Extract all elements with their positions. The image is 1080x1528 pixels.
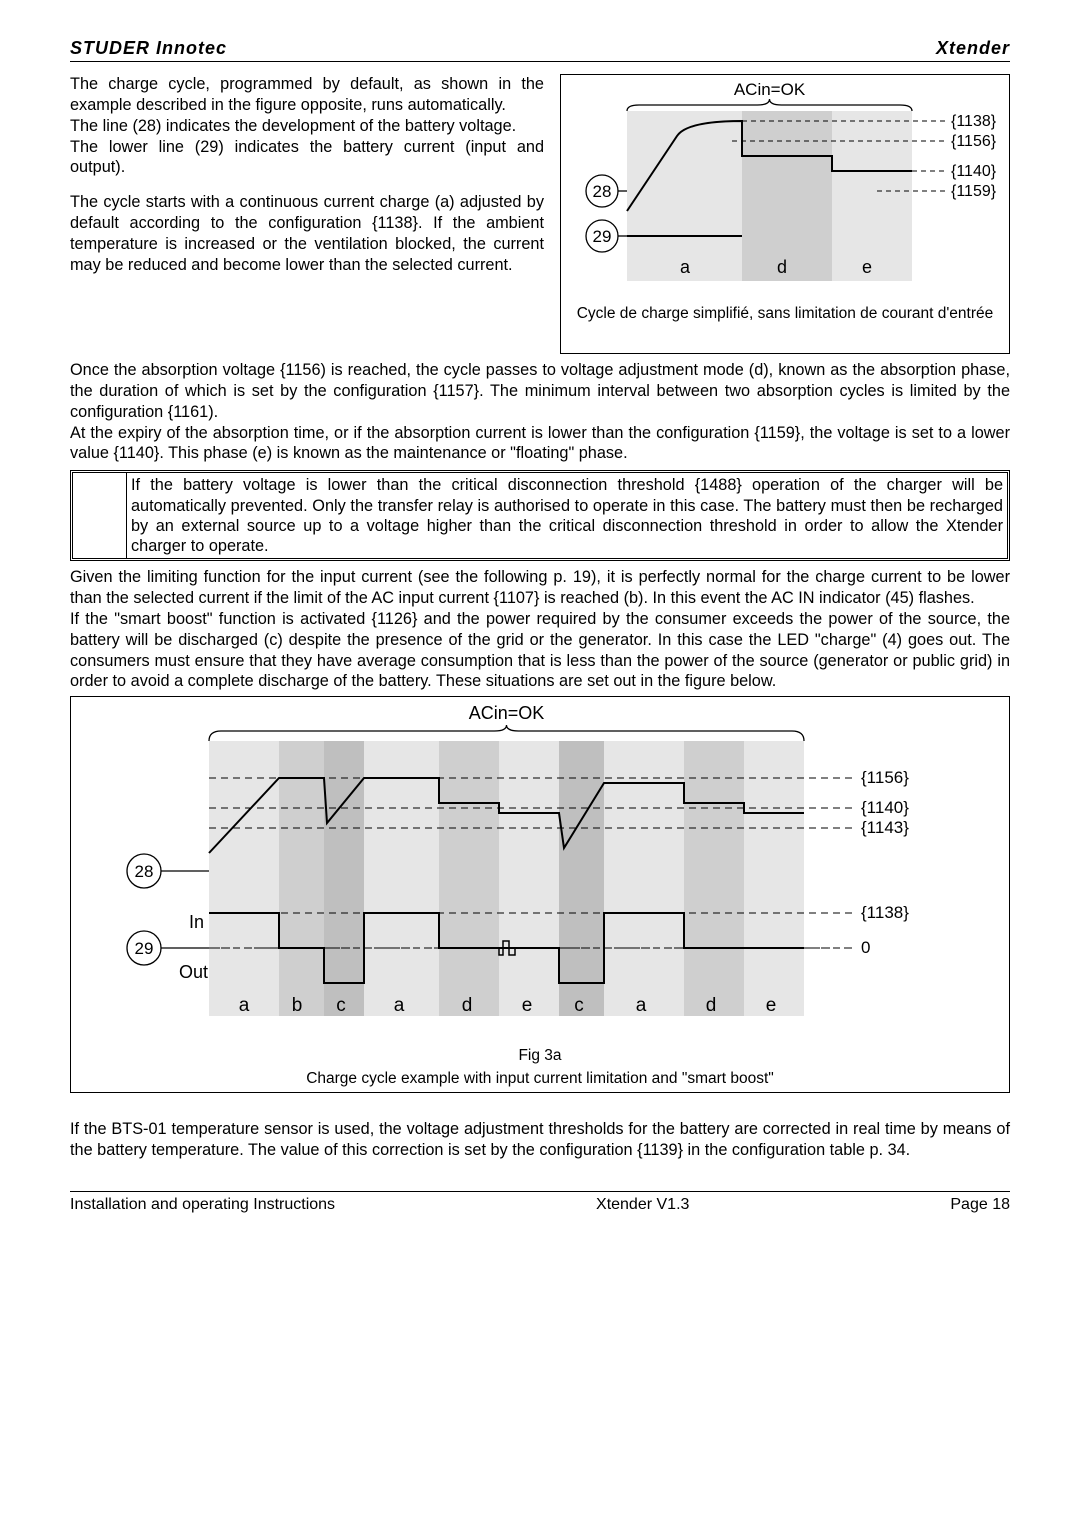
- svg-text:ACin=OK: ACin=OK: [469, 703, 545, 723]
- footer-mid: Xtender V1.3: [596, 1196, 689, 1214]
- svg-text:29: 29: [593, 227, 612, 246]
- page-footer: Installation and operating Instructions …: [70, 1191, 1010, 1214]
- footer-left: Installation and operating Instructions: [70, 1196, 335, 1214]
- figure-1: ACin=OK {1138} {1156} {1140} {1159} 28 29 a d…: [560, 74, 1010, 354]
- svg-text:{1156}: {1156}: [861, 768, 909, 787]
- svg-text:d: d: [462, 995, 473, 1016]
- svg-text:{1140}: {1140}: [861, 798, 909, 817]
- para-7: Given the limiting function for the inpu…: [70, 567, 1010, 609]
- svg-text:28: 28: [593, 182, 612, 201]
- svg-text:e: e: [522, 995, 533, 1016]
- svg-text:28: 28: [135, 862, 154, 881]
- svg-text:a: a: [636, 995, 647, 1016]
- svg-text:c: c: [574, 995, 584, 1016]
- svg-text:In: In: [189, 912, 204, 932]
- svg-text:{1159}: {1159}: [951, 183, 997, 200]
- svg-text:e: e: [862, 257, 872, 277]
- svg-text:{1140}: {1140}: [951, 163, 997, 180]
- svg-text:d: d: [777, 257, 787, 277]
- svg-text:e: e: [766, 995, 777, 1016]
- top-row: The charge cycle, programmed by default,…: [70, 74, 1010, 354]
- para-3: The lower line (29) indicates the batter…: [70, 137, 544, 179]
- para-5: Once the absorption voltage {1156) is re…: [70, 360, 1010, 423]
- header-left: STUDER Innotec: [70, 38, 227, 59]
- svg-text:a: a: [680, 257, 691, 277]
- figure-2-caption-a: Fig 3a: [79, 1047, 1001, 1066]
- svg-text:a: a: [394, 995, 405, 1016]
- note-box: If the battery voltage is lower than the…: [70, 470, 1010, 561]
- svg-text:{1138}: {1138}: [951, 113, 997, 130]
- svg-text:Out: Out: [179, 962, 208, 982]
- header-right: Xtender: [936, 38, 1010, 59]
- chart-1-svg: ACin=OK {1138} {1156} {1140} {1159} 28 29 a d…: [567, 81, 1003, 301]
- footer-right: Page 18: [950, 1196, 1010, 1214]
- svg-text:d: d: [706, 995, 717, 1016]
- svg-text:ACin=OK: ACin=OK: [734, 81, 806, 99]
- para-8: If the "smart boost" function is activat…: [70, 609, 1010, 692]
- svg-text:29: 29: [135, 939, 154, 958]
- intro-text: The charge cycle, programmed by default,…: [70, 74, 544, 354]
- svg-text:0: 0: [861, 938, 870, 957]
- svg-text:{1138}: {1138}: [861, 903, 909, 922]
- note-icon-cell: [73, 473, 127, 558]
- figure-1-caption: Cycle de charge simplifié, sans limitati…: [567, 305, 1003, 324]
- para-4: The cycle starts with a continuous curre…: [70, 192, 544, 275]
- para-1: The charge cycle, programmed by default,…: [70, 74, 544, 116]
- svg-text:a: a: [239, 995, 250, 1016]
- svg-text:b: b: [292, 995, 303, 1016]
- figure-2: ACin=OK {1156} {1140}{1143} {1138} 0 28 29 I…: [70, 696, 1010, 1093]
- svg-text:c: c: [336, 995, 346, 1016]
- page-header: STUDER Innotec Xtender: [70, 38, 1010, 62]
- note-text: If the battery voltage is lower than the…: [127, 473, 1007, 558]
- svg-text:{1143}: {1143}: [861, 818, 909, 837]
- chart-2-svg: ACin=OK {1156} {1140}{1143} {1138} 0 28 29 I…: [79, 703, 991, 1043]
- para-9: If the BTS-01 temperature sensor is used…: [70, 1119, 1010, 1161]
- svg-text:{1156}: {1156}: [951, 133, 997, 150]
- figure-2-caption-b: Charge cycle example with input current …: [79, 1070, 1001, 1089]
- para-6: At the expiry of the absorption time, or…: [70, 423, 1010, 465]
- para-2: The line (28) indicates the development …: [70, 116, 544, 137]
